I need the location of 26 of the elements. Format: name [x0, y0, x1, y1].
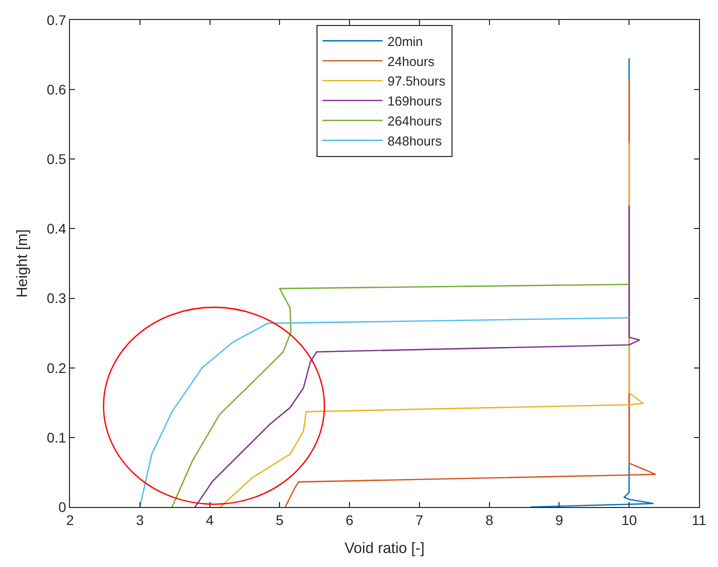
y-axis-title: Height [m] — [14, 229, 31, 298]
x-tick-label: 10 — [621, 512, 638, 528]
x-tick-label: 9 — [555, 512, 564, 528]
x-tick-label: 11 — [692, 512, 706, 528]
x-tick-label: 5 — [276, 512, 284, 528]
legend-label: 24hours — [388, 54, 435, 69]
x-tick-label: 6 — [346, 512, 354, 528]
y-tick-label: 0.2 — [46, 360, 66, 376]
legend-label: 848hours — [388, 133, 442, 148]
x-tick-label: 8 — [485, 512, 494, 528]
y-tick-label: 0.7 — [46, 12, 66, 28]
x-tick-label: 3 — [136, 512, 144, 528]
x-axis-title: Void ratio [-] — [344, 540, 425, 557]
y-tick-label: 0.4 — [46, 220, 66, 237]
legend-label: 20min — [388, 34, 423, 49]
y-tick-label: 0.3 — [46, 290, 66, 306]
legend-label: 264hours — [388, 113, 442, 128]
x-tick-label: 2 — [66, 512, 74, 528]
y-tick-label: 0.1 — [46, 429, 66, 446]
x-tick-label: 4 — [206, 512, 214, 528]
x-tick-label: 7 — [416, 512, 424, 528]
y-tick-label: 0.6 — [46, 81, 66, 98]
y-tick-label: 0.5 — [46, 151, 66, 168]
legend-label: 97.5hours — [388, 74, 446, 89]
legend-label: 169hours — [388, 94, 442, 109]
y-tick-label: 0 — [58, 498, 66, 515]
